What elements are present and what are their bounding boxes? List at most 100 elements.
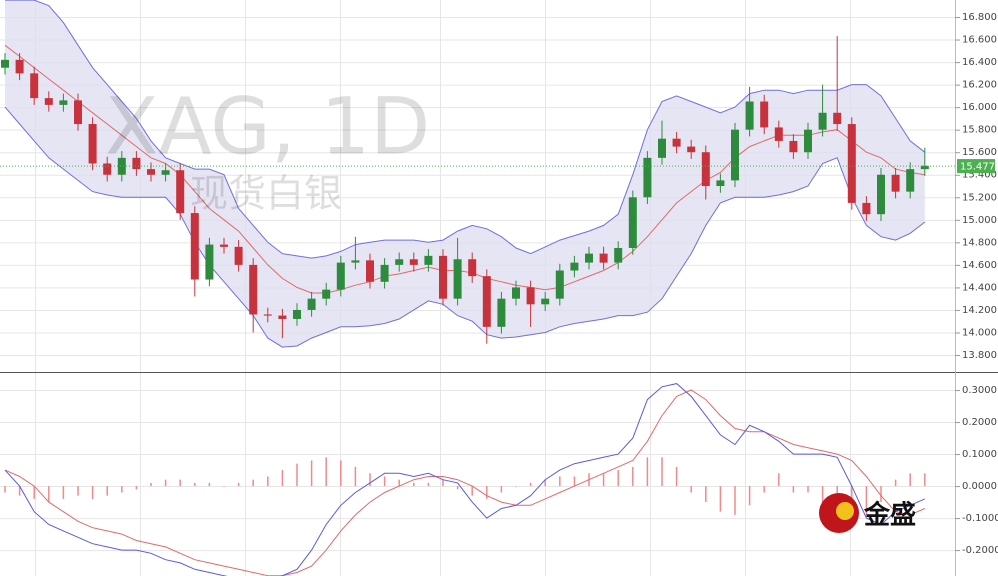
histogram-bar <box>821 486 824 503</box>
logo-text: 金盛 <box>863 500 916 531</box>
histogram-bar <box>719 486 722 512</box>
candle-body <box>263 314 272 316</box>
y-tick-label: 0.3000 <box>962 385 997 396</box>
histogram-bar <box>602 473 605 487</box>
histogram-bar <box>807 486 809 493</box>
histogram-bar <box>354 466 357 487</box>
candle-body <box>643 157 652 198</box>
histogram-bar <box>48 486 50 503</box>
histogram-bar <box>252 479 254 487</box>
candle-body <box>147 169 155 175</box>
histogram-bar <box>894 479 897 487</box>
histogram-bar <box>661 457 663 487</box>
candle-body <box>1 59 9 68</box>
histogram-bar <box>150 482 152 487</box>
histogram-bar <box>763 486 765 493</box>
candle-body <box>804 129 812 153</box>
candle-body <box>103 163 112 175</box>
histogram-bar <box>515 486 517 487</box>
y-tick-label: 0.1000 <box>962 449 997 460</box>
logo-mark-inner <box>836 502 854 520</box>
candle-body <box>453 259 462 299</box>
histogram-bar <box>748 486 751 506</box>
histogram-bar <box>179 479 181 487</box>
candle-body <box>117 157 126 175</box>
y-tick-label: 15.400 <box>962 170 997 181</box>
histogram-bar <box>924 473 926 487</box>
histogram-bar <box>106 486 108 496</box>
candle-body <box>424 255 433 265</box>
histogram-bar <box>398 479 400 487</box>
histogram-bar <box>281 470 284 487</box>
histogram-bar <box>237 482 240 487</box>
histogram-bar <box>413 482 415 487</box>
candle-body <box>570 262 579 271</box>
y-tick-label: 15.800 <box>962 125 997 136</box>
histogram-bar <box>690 486 692 493</box>
candle-body <box>774 127 783 141</box>
candle-body <box>833 112 842 125</box>
histogram-bar <box>91 486 94 499</box>
y-tick-label: 16.000 <box>962 102 997 113</box>
y-tick-label: 0.2000 <box>962 417 997 428</box>
histogram-bar <box>135 486 138 490</box>
histogram-bar <box>500 486 503 493</box>
watermark-symbol: XAG, 1D <box>105 82 430 172</box>
histogram-bar <box>442 479 444 487</box>
candle-body <box>409 259 418 265</box>
candle-body <box>482 276 491 327</box>
histogram-bar <box>340 460 342 487</box>
candle-body <box>818 112 827 130</box>
candle-body <box>628 197 637 248</box>
macd-line <box>4 383 926 576</box>
histogram-bar <box>529 482 532 487</box>
band-upper <box>5 0 926 259</box>
histogram-bar <box>734 486 736 515</box>
candle-body <box>716 180 725 187</box>
histogram-bar <box>792 486 795 493</box>
y-tick-label: 15.600 <box>962 147 997 158</box>
candle-body <box>468 259 477 277</box>
candle-body <box>658 138 666 158</box>
candle-body <box>687 146 696 153</box>
histogram-bar <box>296 463 298 487</box>
candle-body <box>512 287 520 299</box>
y-tick-label: 14.600 <box>962 260 997 271</box>
histogram-bar <box>369 473 371 487</box>
candle-body <box>877 174 885 215</box>
candle-body <box>366 260 374 282</box>
candle-body <box>30 73 39 99</box>
histogram-bar <box>573 476 576 487</box>
histogram-bar <box>325 457 327 487</box>
histogram-bar <box>880 486 882 503</box>
histogram-bar <box>33 486 35 499</box>
signal-line <box>4 389 926 576</box>
y-tick-label: -0.1000 <box>962 513 998 524</box>
candle-body <box>190 213 199 280</box>
candle-body <box>161 170 170 175</box>
histogram-bar <box>544 479 546 487</box>
histogram-bar <box>486 486 488 499</box>
candle-body <box>920 165 929 170</box>
histogram-bar <box>778 473 780 487</box>
candle-body <box>74 100 82 125</box>
histogram-bar <box>632 466 634 487</box>
y-tick-label: 16.800 <box>962 12 997 23</box>
candle-body <box>906 169 915 192</box>
histogram-bar <box>865 486 868 515</box>
histogram-bar <box>121 486 123 493</box>
candle-body <box>555 270 564 299</box>
y-tick-label: 16.200 <box>962 80 997 91</box>
band-lower <box>4 106 926 348</box>
histogram-bar <box>559 476 561 487</box>
y-tick-label: 14.000 <box>962 327 997 338</box>
y-tick-label: 14.800 <box>962 237 997 248</box>
y-tick-label: 13.800 <box>962 350 997 361</box>
histogram-bar <box>62 486 65 499</box>
histogram-bar <box>164 479 167 487</box>
candle-body <box>585 253 593 263</box>
histogram-bar <box>617 470 619 487</box>
logo: 金盛 <box>819 493 916 533</box>
candle-body <box>541 298 550 305</box>
y-tick-label: -0.2000 <box>962 545 998 556</box>
